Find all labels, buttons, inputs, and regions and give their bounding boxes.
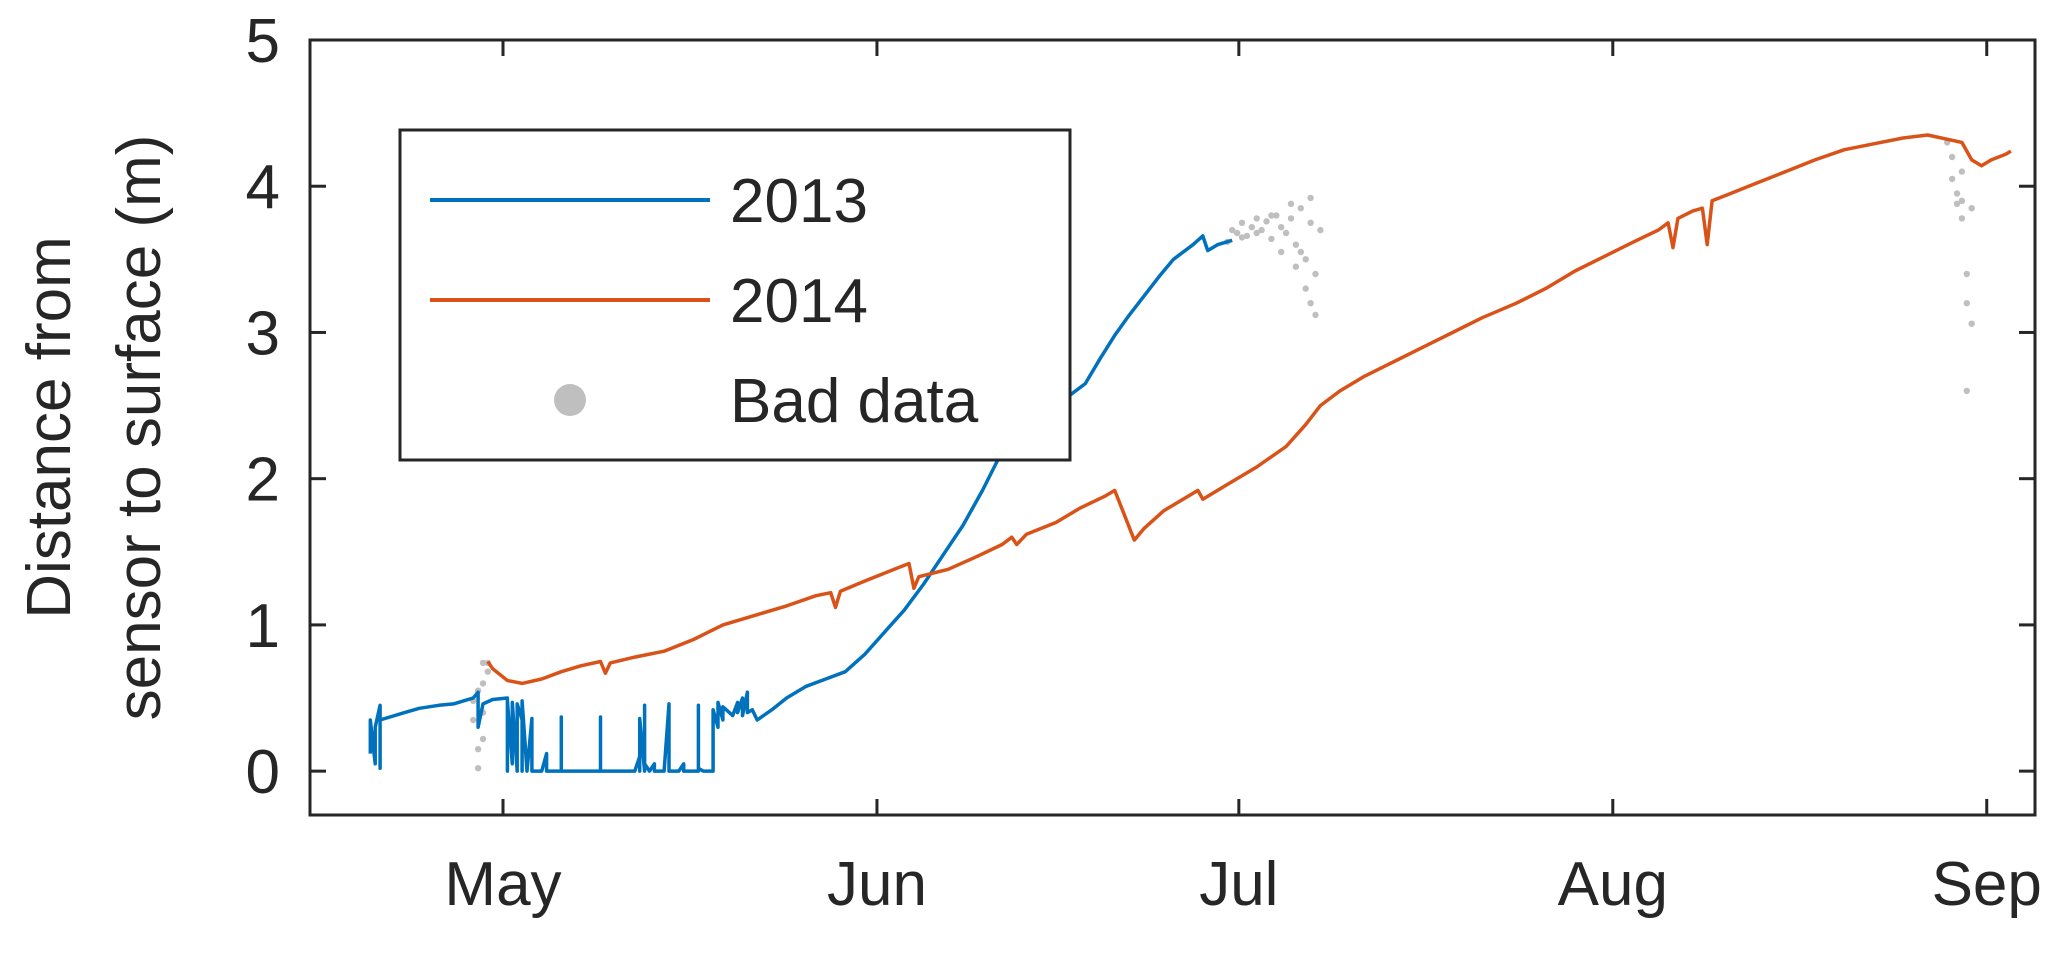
y-tick-label: 1 xyxy=(246,592,280,661)
legend-label: 2013 xyxy=(730,167,868,236)
bad-data-point xyxy=(1273,212,1280,219)
x-tick-label: May xyxy=(444,850,561,919)
bad-data-point xyxy=(1307,194,1314,202)
bad-data-point xyxy=(484,668,491,675)
bad-data-point xyxy=(1292,241,1300,248)
y-tick-label: 2 xyxy=(246,446,280,515)
x-axis: May Jun Jul Aug Sep xyxy=(444,40,2042,919)
bad-data-point xyxy=(1317,226,1324,234)
bad-data-point xyxy=(1253,215,1260,222)
bad-data-point xyxy=(1958,168,1966,175)
bad-data-point xyxy=(474,746,482,753)
series-line-2014 xyxy=(486,133,2012,686)
bad-data-point xyxy=(1312,311,1319,319)
bad-data-point xyxy=(1263,218,1270,225)
bad-data-point xyxy=(1278,224,1285,231)
bad-data-point xyxy=(470,716,477,724)
bad-data-point xyxy=(1307,300,1314,307)
bad-data-point xyxy=(1297,248,1305,256)
legend-swatch-bad-data xyxy=(554,384,586,416)
bad-data-point xyxy=(1968,205,1975,212)
legend-box xyxy=(398,128,1072,462)
bad-data-point xyxy=(1292,263,1300,270)
bad-data-layer xyxy=(470,139,1975,772)
bad-data-point xyxy=(1948,153,1956,161)
bad-data-point xyxy=(1963,387,1971,395)
series-line-2013 xyxy=(368,234,1233,773)
bad-data-point xyxy=(1278,248,1285,256)
bad-data-point xyxy=(1229,226,1236,234)
bad-data-point xyxy=(1953,200,1961,207)
x-tick-label: Aug xyxy=(1558,850,1668,919)
bad-data-point xyxy=(1953,190,1961,197)
bad-data-point xyxy=(1963,270,1971,278)
legend-label: Bad data xyxy=(730,367,979,436)
bad-data-point xyxy=(1963,300,1971,307)
bad-data-point xyxy=(1268,235,1275,243)
bad-data-point xyxy=(479,659,487,667)
bad-data-point xyxy=(1258,226,1265,234)
bad-data-point xyxy=(479,735,487,743)
bad-data-point xyxy=(1297,205,1305,212)
bad-data-point xyxy=(1282,229,1290,237)
bad-data-point xyxy=(1238,219,1246,226)
legend-label: 2014 xyxy=(730,267,868,336)
bad-data-point xyxy=(1302,285,1309,292)
bad-data-point xyxy=(1302,256,1309,263)
bad-data-point xyxy=(1238,234,1246,241)
bad-data-point xyxy=(1948,175,1956,183)
x-tick-label: Sep xyxy=(1932,850,2042,919)
bad-data-point xyxy=(479,680,487,687)
axes-frame xyxy=(308,38,2037,817)
x-tick-label: Jul xyxy=(1199,850,1278,919)
x-tick-label: Jun xyxy=(827,850,927,919)
bad-data-point xyxy=(1958,215,1966,222)
bad-data-point xyxy=(1233,229,1241,237)
series-layer xyxy=(368,133,2012,773)
bad-data-point xyxy=(1312,270,1319,278)
bad-data-point xyxy=(1307,219,1314,226)
legend: 2013 2014 Bad data xyxy=(398,128,1072,462)
y-axis-label: Distance from sensor to surface (m) xyxy=(15,135,174,721)
bad-data-point xyxy=(1253,229,1260,237)
y-tick-label: 0 xyxy=(246,738,280,807)
bad-data-point xyxy=(1243,232,1251,240)
y-axis-label-line: Distance from xyxy=(15,236,84,618)
bad-data-point xyxy=(474,765,482,772)
bad-data-point xyxy=(1248,224,1256,231)
y-axis-label-line: sensor to surface (m) xyxy=(105,135,174,721)
bad-data-point xyxy=(1958,197,1966,204)
y-axis: 0 1 2 3 4 5 xyxy=(246,7,2035,807)
bad-data-point xyxy=(1287,200,1295,207)
bad-data-point xyxy=(1287,215,1295,222)
y-tick-label: 3 xyxy=(246,299,280,368)
bad-data-point xyxy=(1968,320,1975,327)
y-tick-label: 5 xyxy=(246,7,280,76)
bad-data-point xyxy=(1268,212,1275,219)
y-tick-label: 4 xyxy=(246,153,280,222)
